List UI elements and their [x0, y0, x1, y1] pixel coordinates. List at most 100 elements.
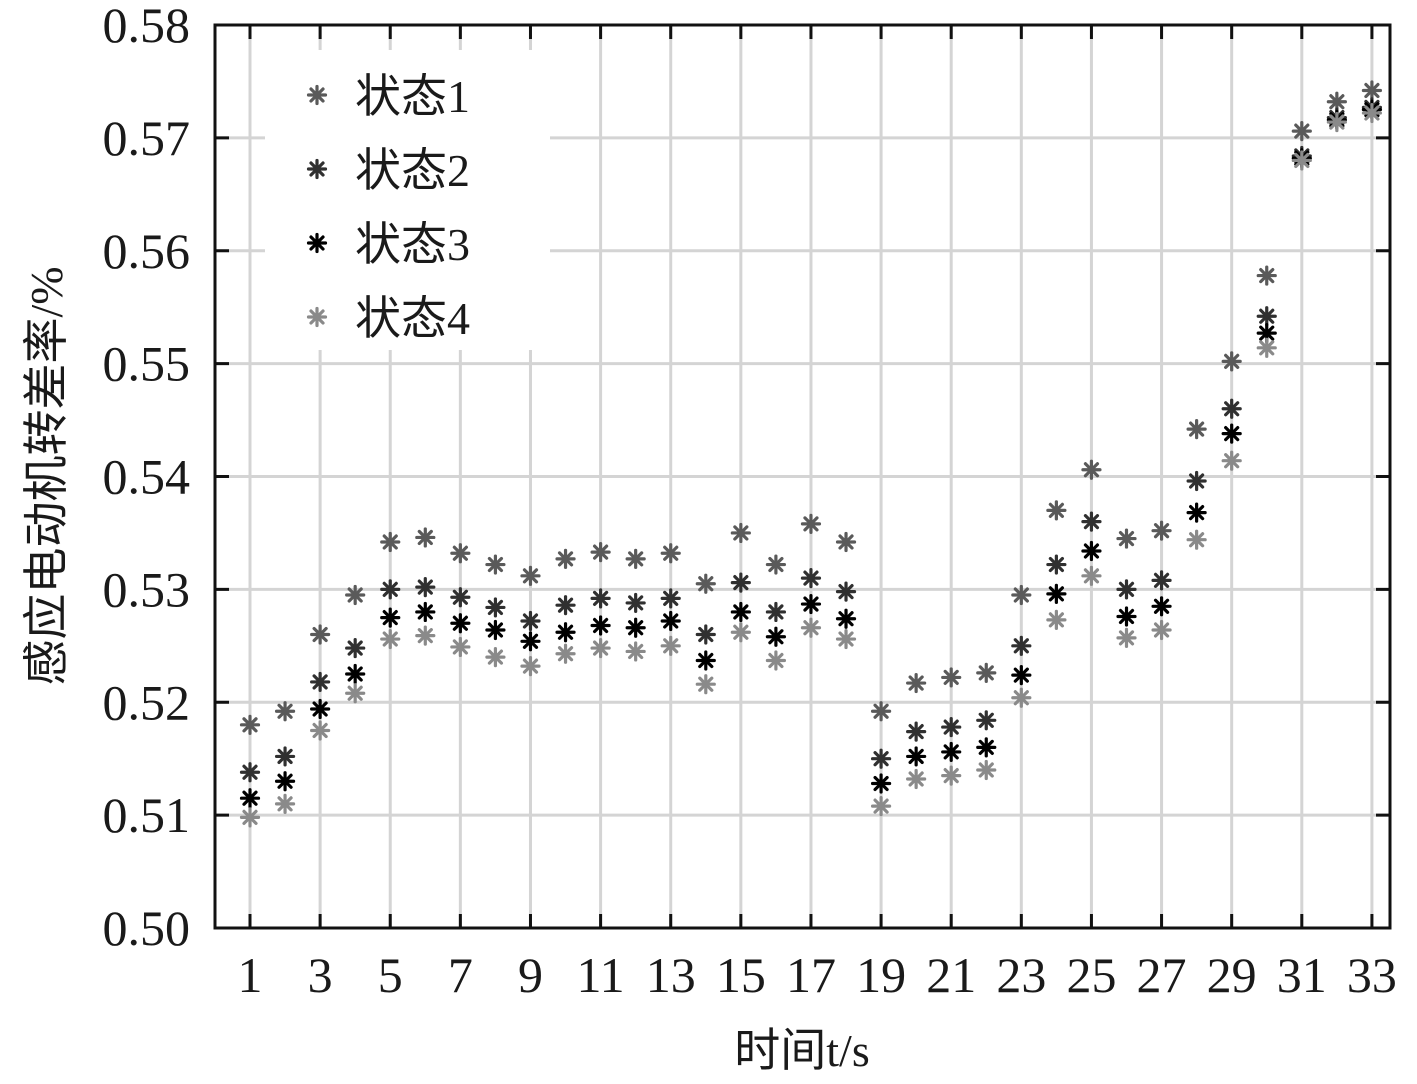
- data-point: [1361, 80, 1383, 101]
- data-point: [660, 610, 681, 632]
- data-point: [906, 746, 927, 767]
- y-tick-label: 0.53: [103, 561, 191, 617]
- data-point: [906, 768, 927, 790]
- data-point: [1046, 583, 1067, 604]
- x-tick-label: 15: [716, 947, 766, 1003]
- data-point: [239, 807, 261, 828]
- y-tick-label: 0.54: [103, 449, 191, 505]
- data-point: [695, 650, 716, 671]
- x-tick-label: 7: [448, 947, 473, 1003]
- data-point: [800, 567, 822, 589]
- data-point: [380, 628, 401, 650]
- x-tick-label: 11: [577, 947, 625, 1003]
- x-tick-label: 29: [1207, 947, 1257, 1003]
- data-point: [730, 622, 751, 643]
- data-point: [695, 573, 716, 594]
- legend: 状态1 状态2 状态3 状态4: [306, 71, 470, 344]
- y-axis-label: 感应电动机转差率/%: [21, 266, 72, 685]
- data-points: [239, 80, 1383, 828]
- data-point: [1186, 502, 1207, 523]
- data-point: [1186, 470, 1207, 492]
- x-tick-label: 25: [1066, 947, 1116, 1003]
- y-tick-label: 0.51: [103, 787, 191, 843]
- data-point: [1151, 619, 1172, 641]
- data-point: [625, 592, 646, 614]
- data-point: [485, 554, 506, 575]
- data-point: [800, 513, 822, 535]
- data-point: [800, 593, 822, 615]
- data-point: [520, 565, 541, 586]
- data-point: [310, 671, 331, 693]
- data-point: [1256, 337, 1277, 358]
- data-point: [835, 628, 857, 650]
- data-point: [239, 788, 261, 809]
- data-point: [1256, 323, 1277, 344]
- data-point: [555, 643, 576, 664]
- x-tick-label: 5: [378, 947, 403, 1003]
- data-point: [941, 765, 962, 786]
- series-3: [239, 99, 1383, 809]
- data-point: [870, 773, 892, 794]
- data-point: [380, 531, 401, 553]
- legend-item-1: 状态1: [306, 71, 470, 122]
- data-point: [1291, 121, 1312, 142]
- data-point: [625, 548, 646, 569]
- x-tick-label: 3: [308, 947, 333, 1003]
- data-point: [485, 619, 506, 641]
- data-point: [310, 624, 331, 645]
- data-point: [415, 601, 436, 623]
- data-point: [870, 701, 892, 722]
- legend-marker: [306, 84, 328, 106]
- x-tick-label: 9: [518, 947, 543, 1003]
- data-point: [555, 622, 576, 643]
- data-point: [695, 624, 716, 645]
- data-point: [730, 601, 751, 623]
- data-point: [1151, 596, 1172, 617]
- data-point: [1116, 606, 1137, 627]
- data-point: [555, 548, 576, 569]
- data-point: [1046, 554, 1067, 575]
- data-point: [590, 588, 611, 609]
- y-tick-label: 0.56: [103, 223, 191, 279]
- data-point: [765, 626, 787, 647]
- legend-item-4: 状态4: [306, 293, 470, 344]
- data-point: [660, 543, 681, 564]
- data-point: [415, 577, 436, 598]
- data-point: [310, 720, 331, 741]
- data-point: [1011, 665, 1032, 686]
- data-point: [1081, 540, 1102, 562]
- data-point: [274, 746, 296, 767]
- data-point: [835, 581, 857, 602]
- data-point: [976, 662, 997, 684]
- data-point: [274, 771, 296, 792]
- data-point: [345, 683, 366, 704]
- x-tick-label: 19: [856, 947, 906, 1003]
- data-point: [1221, 351, 1242, 372]
- data-point: [450, 543, 471, 564]
- series-1: [239, 80, 1383, 735]
- x-tick-label: 21: [926, 947, 976, 1003]
- data-point: [625, 641, 646, 662]
- x-axis-label: 时间t/s: [734, 1025, 869, 1076]
- data-point: [660, 588, 681, 609]
- data-point: [310, 698, 331, 720]
- data-point: [590, 637, 611, 659]
- data-point: [415, 625, 436, 646]
- data-point: [520, 631, 541, 652]
- data-point: [1151, 520, 1172, 541]
- data-point: [239, 714, 261, 735]
- data-point: [1011, 687, 1032, 708]
- data-point: [345, 663, 366, 685]
- data-point: [1221, 450, 1242, 471]
- data-point: [555, 595, 576, 616]
- data-point: [660, 635, 681, 656]
- data-point: [415, 527, 436, 548]
- data-point: [239, 762, 261, 783]
- legend-item-3: 状态3: [306, 219, 470, 270]
- data-point: [870, 748, 892, 769]
- data-point: [1326, 91, 1347, 112]
- data-point: [765, 650, 787, 671]
- data-point: [380, 579, 401, 600]
- data-point: [1186, 529, 1207, 550]
